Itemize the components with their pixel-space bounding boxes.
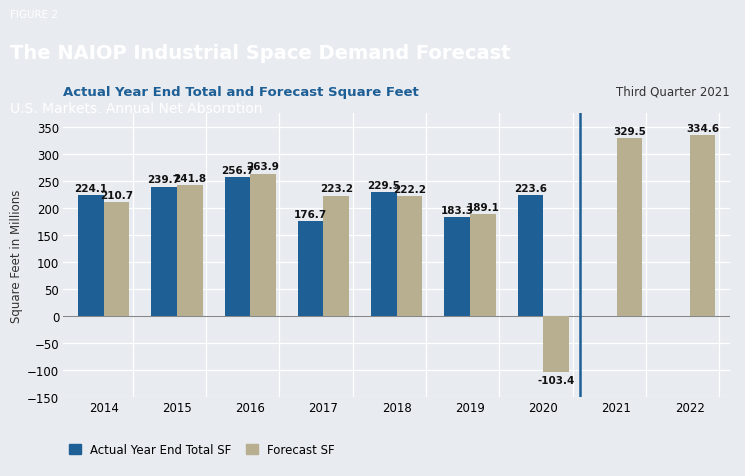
Text: 223.2: 223.2 — [320, 184, 353, 194]
Bar — [396, 197, 422, 317]
Text: The NAIOP Industrial Space Demand Forecast: The NAIOP Industrial Space Demand Foreca… — [10, 43, 510, 62]
Text: U.S. Markets, Annual Net Absorption: U.S. Markets, Annual Net Absorption — [10, 102, 262, 116]
Text: 223.6: 223.6 — [514, 184, 547, 194]
Text: 241.8: 241.8 — [173, 174, 206, 184]
Y-axis label: Square Feet in Millions: Square Feet in Millions — [10, 189, 23, 322]
Text: FIGURE 2: FIGURE 2 — [10, 10, 57, 20]
Bar — [543, 317, 569, 372]
Bar — [177, 186, 203, 317]
Text: 210.7: 210.7 — [100, 191, 133, 201]
Text: 239.7: 239.7 — [148, 175, 180, 185]
Bar — [250, 174, 276, 317]
Bar — [444, 218, 470, 317]
Bar — [151, 187, 177, 317]
Text: 224.1: 224.1 — [74, 184, 107, 193]
Text: 263.9: 263.9 — [247, 162, 279, 172]
Bar — [690, 136, 715, 317]
Bar — [224, 178, 250, 317]
Text: 334.6: 334.6 — [686, 124, 719, 134]
Bar — [518, 196, 543, 317]
Text: 176.7: 176.7 — [294, 209, 327, 219]
Bar — [371, 193, 396, 317]
Text: 222.2: 222.2 — [393, 185, 426, 195]
Bar — [617, 139, 642, 317]
Legend: Actual Year End Total SF, Forecast SF: Actual Year End Total SF, Forecast SF — [69, 443, 335, 456]
Bar — [323, 196, 349, 317]
Bar — [78, 196, 104, 317]
Text: 329.5: 329.5 — [613, 127, 646, 137]
Text: -103.4: -103.4 — [537, 376, 574, 386]
Bar — [104, 203, 130, 317]
Text: 189.1: 189.1 — [466, 202, 499, 212]
Text: Third Quarter 2021: Third Quarter 2021 — [616, 86, 730, 99]
Text: Actual Year End Total and Forecast Square Feet: Actual Year End Total and Forecast Squar… — [63, 86, 419, 99]
Text: 256.7: 256.7 — [221, 166, 254, 176]
Bar — [298, 221, 323, 317]
Bar — [470, 215, 495, 317]
Text: 229.5: 229.5 — [367, 180, 400, 190]
Text: 183.3: 183.3 — [440, 206, 474, 216]
